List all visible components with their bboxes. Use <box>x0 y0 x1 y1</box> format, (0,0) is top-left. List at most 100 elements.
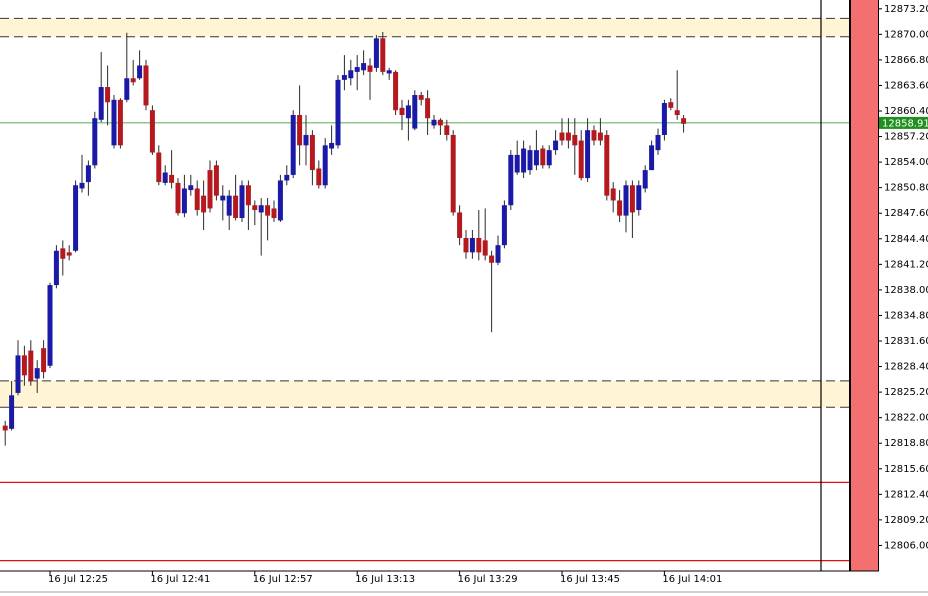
candle-body <box>681 118 687 124</box>
candle-body <box>162 172 168 183</box>
candle-body <box>28 350 34 381</box>
candle-body <box>252 205 258 211</box>
x-tick-label: 16 Jul 12:25 <box>48 574 108 585</box>
candle-body <box>495 245 501 263</box>
candle-body <box>668 102 674 108</box>
marks <box>2 31 687 446</box>
candle-body <box>527 150 533 171</box>
candle-body <box>277 180 283 221</box>
candle-body <box>565 132 571 141</box>
candle-body <box>124 78 130 100</box>
candle-body <box>149 110 155 153</box>
candle-body <box>271 208 277 219</box>
candle-body <box>386 70 392 74</box>
candle-body <box>47 285 53 366</box>
candle-body <box>303 134 309 146</box>
candle-body <box>476 237 482 253</box>
candle-body <box>220 195 226 201</box>
y-tick-label: 12863.60 <box>884 80 928 91</box>
y-tick-label: 12834.80 <box>884 310 928 321</box>
candle-body <box>501 205 507 246</box>
candle-body <box>181 188 187 214</box>
candle-body <box>290 114 296 175</box>
candle-body <box>201 195 207 213</box>
candle-body <box>156 152 162 183</box>
candle-body <box>143 65 149 106</box>
y-tick-label: 12850.80 <box>884 183 928 194</box>
x-tick-label: 16 Jul 13:13 <box>355 574 415 585</box>
candle-body <box>361 63 367 71</box>
x-tick-label: 16 Jul 14:01 <box>662 574 722 585</box>
candle-body <box>514 154 520 173</box>
candle-body <box>578 140 584 179</box>
candle-body <box>348 70 354 79</box>
candle-body <box>335 79 341 146</box>
y-tick-label: 12866.80 <box>884 55 928 66</box>
candle-body <box>636 185 642 211</box>
candle-body <box>655 134 661 151</box>
candle-body <box>405 105 411 119</box>
candle-body <box>623 185 629 216</box>
y-tick-label: 12806.00 <box>884 540 928 551</box>
y-tick-label: 12873.20 <box>884 4 928 15</box>
candle-body <box>604 134 610 196</box>
candle-body <box>53 250 59 286</box>
y-tick-label: 12841.20 <box>884 259 928 270</box>
candle-body <box>175 182 181 214</box>
candle-body <box>297 114 303 146</box>
y-tick-label: 12822.00 <box>884 413 928 424</box>
candle-body <box>21 355 27 376</box>
candle-body <box>117 99 123 146</box>
candle-body <box>489 255 495 263</box>
candle-body <box>508 154 514 206</box>
candle-body <box>585 130 591 179</box>
last-price-box <box>879 116 928 129</box>
candle-body <box>431 119 437 126</box>
candle-body <box>553 140 559 151</box>
candle-body <box>188 185 194 191</box>
candle-body <box>617 200 623 216</box>
candle-body <box>649 145 655 171</box>
candle-body <box>597 132 603 141</box>
candle-body <box>380 38 386 72</box>
candle-body <box>194 188 200 211</box>
y-tick-label: 12828.40 <box>884 362 928 373</box>
candle-body <box>559 132 565 141</box>
candle-body <box>169 174 175 183</box>
candle-body <box>213 165 219 196</box>
candle-body <box>233 195 239 219</box>
y-tick-label: 12844.40 <box>884 234 928 245</box>
candle-body <box>341 75 347 80</box>
candle-body <box>137 65 143 79</box>
candle-body <box>284 174 290 181</box>
candle-body <box>265 205 271 216</box>
y-tick-label: 12847.60 <box>884 208 928 219</box>
y-tick-label: 12831.60 <box>884 336 928 347</box>
candle-body <box>572 134 578 146</box>
candle-body <box>418 95 424 100</box>
candle-body <box>73 185 79 251</box>
candle-body <box>41 348 47 373</box>
y-tick-label: 12825.20 <box>884 387 928 398</box>
candle-body <box>15 355 21 393</box>
candle-body <box>309 134 315 171</box>
candle-body <box>661 103 667 135</box>
candle-body <box>533 150 539 166</box>
candle-body <box>482 240 488 256</box>
candle-body <box>79 182 85 189</box>
candle-body <box>207 170 213 209</box>
candle-body <box>450 134 456 213</box>
candle-body <box>412 95 418 129</box>
candle-body <box>546 150 552 166</box>
candle-body <box>399 107 405 115</box>
candle-body <box>367 65 373 72</box>
candle-body <box>393 71 399 111</box>
candle-body <box>245 185 251 206</box>
candle-body <box>85 165 91 183</box>
x-tick-label: 16 Jul 12:41 <box>150 574 210 585</box>
y-tick-label: 12809.20 <box>884 515 928 526</box>
candle-body <box>9 395 15 429</box>
candle-body <box>92 118 98 166</box>
